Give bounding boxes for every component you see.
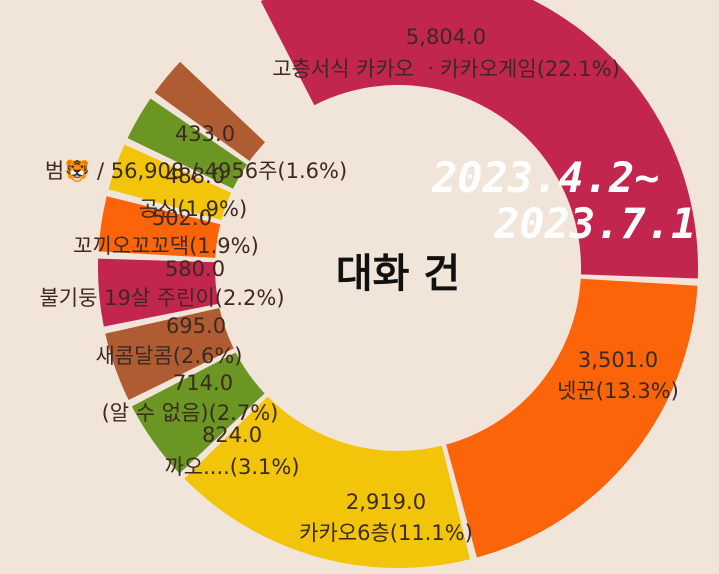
slice-value-label: 714.0 [173,371,233,395]
chart-title: 대화 건 [336,251,460,297]
slice-name-label: 넷꾼(13.3%) [557,379,679,403]
donut-slice [97,258,219,327]
date-annotation-text: 2023.4.2~ 2023.7.1 [431,153,696,248]
donut-slice [105,308,234,401]
slice-value-label: 824.0 [202,423,262,447]
slice-name-label: 꼬끼오꼬꼬댁(1.9%) [73,234,259,258]
slice-value-label: 695.0 [166,314,226,338]
slice-value-label: 580.0 [165,257,225,281]
slice-name-label: 고층서식 카카오 ㆍ카카오게임(22.1%) [272,57,620,81]
slice-name-label: 범🐯 / 56,908 / 4956주(1.6%) [45,158,347,183]
slice-value-label: 502.0 [152,206,212,230]
donut-slice [127,98,248,189]
donut-slice [184,396,470,568]
donut-slice [260,0,698,279]
donut-slice [108,144,232,220]
slice-value-label: 3,501.0 [578,348,658,372]
donut-slices [97,0,698,568]
slice-value-label: 5,804.0 [406,25,486,49]
donut-slice [154,61,266,161]
slice-value-label: 433.0 [175,122,235,146]
slice-value-label: 488.0 [165,164,225,188]
slice-name-label: 공신(1.9%) [139,197,247,221]
slice-name-label: 새콤달콤(2.6%) [95,344,242,368]
donut-slice [98,196,221,258]
slice-name-label: 까오....(3.1%) [164,455,299,479]
donut-slice [446,278,698,558]
slice-labels: 5,804.0 고층서식 카카오 ㆍ카카오게임(22.1%) 3,501.0 넷꾼(1… [39,25,678,545]
handwritten-date-annotation: 2023.4.2~ 2023.7.1 [431,153,696,248]
slice-name-label: 불기둥 19살 주린이(2.2%) [39,286,284,310]
donut-slice [131,352,265,474]
slice-value-label: 2,919.0 [346,490,426,514]
slice-name-label: (알 수 없음)(2.7%) [102,401,279,425]
slice-name-label: 카카오6층(11.1%) [299,521,473,545]
